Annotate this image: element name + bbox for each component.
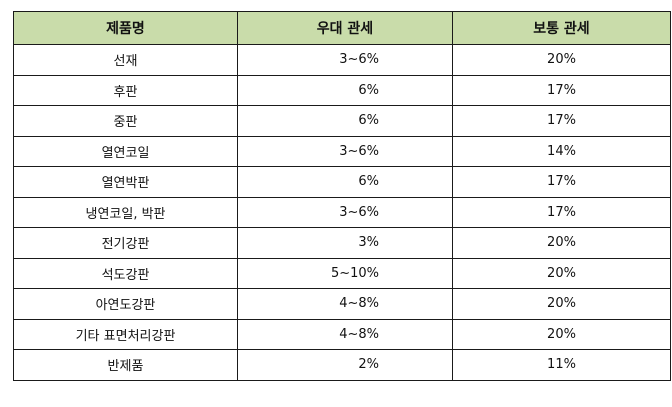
cell-preferential-tariff: 6% [237, 105, 453, 137]
cell-product-name: 열연코일 [13, 135, 238, 167]
cell-general-tariff: 17% [452, 105, 671, 137]
table-row: 중판 6% 17% [13, 105, 671, 137]
cell-product-name: 기타 표면처리강판 [13, 318, 238, 350]
cell-product-name: 선재 [13, 44, 238, 76]
cell-product-name: 아연도강판 [13, 288, 238, 320]
table-row: 전기강판 3% 20% [13, 227, 671, 259]
cell-preferential-tariff: 6% [237, 166, 453, 198]
table-row: 반제품 2% 11% [13, 349, 671, 381]
header-row: 제품명 우대 관세 보통 관세 [13, 11, 671, 45]
table-row: 후판 6% 17% [13, 74, 671, 106]
table-row: 열연코일 3~6% 14% [13, 135, 671, 167]
cell-preferential-tariff: 6% [237, 74, 453, 106]
cell-product-name: 석도강판 [13, 257, 238, 289]
cell-product-name: 열연박판 [13, 166, 238, 198]
header-general-tariff: 보통 관세 [452, 11, 671, 45]
cell-general-tariff: 17% [452, 166, 671, 198]
table-row: 기타 표면처리강판 4~8% 20% [13, 318, 671, 350]
cell-preferential-tariff: 3~6% [237, 196, 453, 228]
cell-preferential-tariff: 3~6% [237, 44, 453, 76]
cell-preferential-tariff: 3% [237, 227, 453, 259]
cell-preferential-tariff: 4~8% [237, 288, 453, 320]
cell-product-name: 중판 [13, 105, 238, 137]
cell-preferential-tariff: 5~10% [237, 257, 453, 289]
cell-general-tariff: 20% [452, 44, 671, 76]
header-product-name: 제품명 [13, 11, 238, 45]
table-row: 열연박판 6% 17% [13, 166, 671, 198]
cell-general-tariff: 11% [452, 349, 671, 381]
table-row: 석도강판 5~10% 20% [13, 257, 671, 289]
cell-product-name: 냉연코일, 박판 [13, 196, 238, 228]
table-row: 선재 3~6% 20% [13, 44, 671, 76]
table-row: 냉연코일, 박판 3~6% 17% [13, 196, 671, 228]
cell-general-tariff: 20% [452, 257, 671, 289]
cell-preferential-tariff: 3~6% [237, 135, 453, 167]
cell-general-tariff: 20% [452, 288, 671, 320]
cell-product-name: 반제품 [13, 349, 238, 381]
table-row: 아연도강판 4~8% 20% [13, 288, 671, 320]
cell-product-name: 후판 [13, 74, 238, 106]
cell-general-tariff: 20% [452, 227, 671, 259]
cell-preferential-tariff: 4~8% [237, 318, 453, 350]
cell-general-tariff: 17% [452, 74, 671, 106]
table-body: 선재 3~6% 20% 후판 6% 17% 중판 6% 17% 열연코일 3~6… [13, 44, 671, 381]
cell-product-name: 전기강판 [13, 227, 238, 259]
header-preferential-tariff: 우대 관세 [237, 11, 453, 45]
cell-general-tariff: 14% [452, 135, 671, 167]
tariff-table-container: 제품명 우대 관세 보통 관세 선재 3~6% 20% 후판 6% 17% 중판… [13, 11, 671, 381]
cell-general-tariff: 20% [452, 318, 671, 350]
table-header: 제품명 우대 관세 보통 관세 [13, 11, 671, 45]
cell-general-tariff: 17% [452, 196, 671, 228]
tariff-table: 제품명 우대 관세 보통 관세 선재 3~6% 20% 후판 6% 17% 중판… [13, 11, 671, 381]
cell-preferential-tariff: 2% [237, 349, 453, 381]
